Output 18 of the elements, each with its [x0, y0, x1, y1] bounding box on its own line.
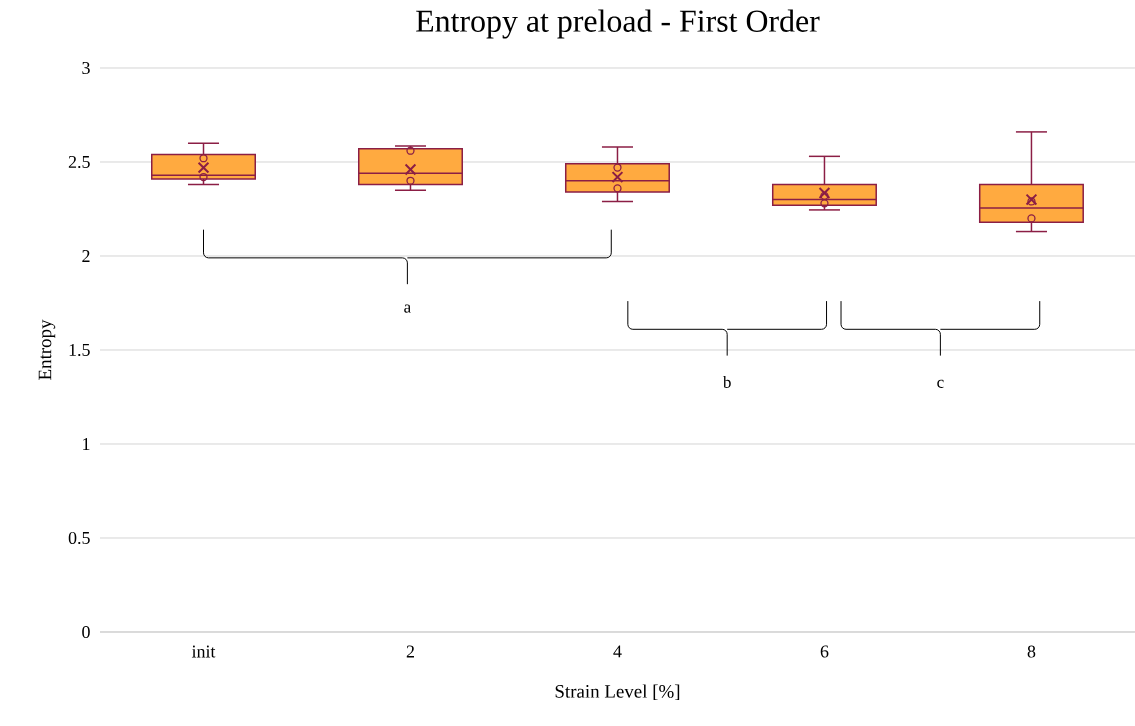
x-tick-label: 2: [406, 645, 414, 658]
chart-title: Entropy at preload - First Order: [416, 9, 820, 39]
x-tick-label: 8: [1027, 645, 1036, 658]
y-tick-label: 0.5: [68, 531, 90, 545]
x-tick-label: 6: [820, 645, 829, 658]
y-tick-label: 1.5: [69, 343, 90, 357]
y-axis-title: Entropy: [38, 319, 56, 380]
y-tick-label: 2.5: [68, 155, 90, 169]
y-tick-label: 0: [82, 625, 90, 639]
annotation: a: [404, 304, 411, 313]
x-tick-label: init: [191, 645, 216, 658]
y-tick-label: 1: [83, 438, 90, 450]
y-tick-label: 2: [82, 250, 90, 262]
x-axis-title: Strain Level [%]: [555, 684, 680, 701]
annotation: b: [722, 375, 731, 388]
annotation: c: [937, 379, 944, 388]
y-tick-label: 3: [82, 61, 90, 75]
x-tick-label: 4: [613, 645, 622, 658]
